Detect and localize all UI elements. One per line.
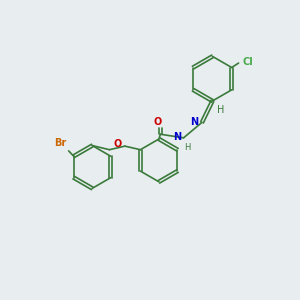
- Text: H: H: [217, 106, 224, 116]
- Text: Cl: Cl: [242, 57, 253, 67]
- Text: O: O: [113, 140, 122, 149]
- Text: H: H: [184, 143, 190, 152]
- Text: N: N: [190, 117, 198, 127]
- Text: N: N: [173, 132, 181, 142]
- Text: O: O: [154, 117, 162, 127]
- Text: Br: Br: [54, 138, 66, 148]
